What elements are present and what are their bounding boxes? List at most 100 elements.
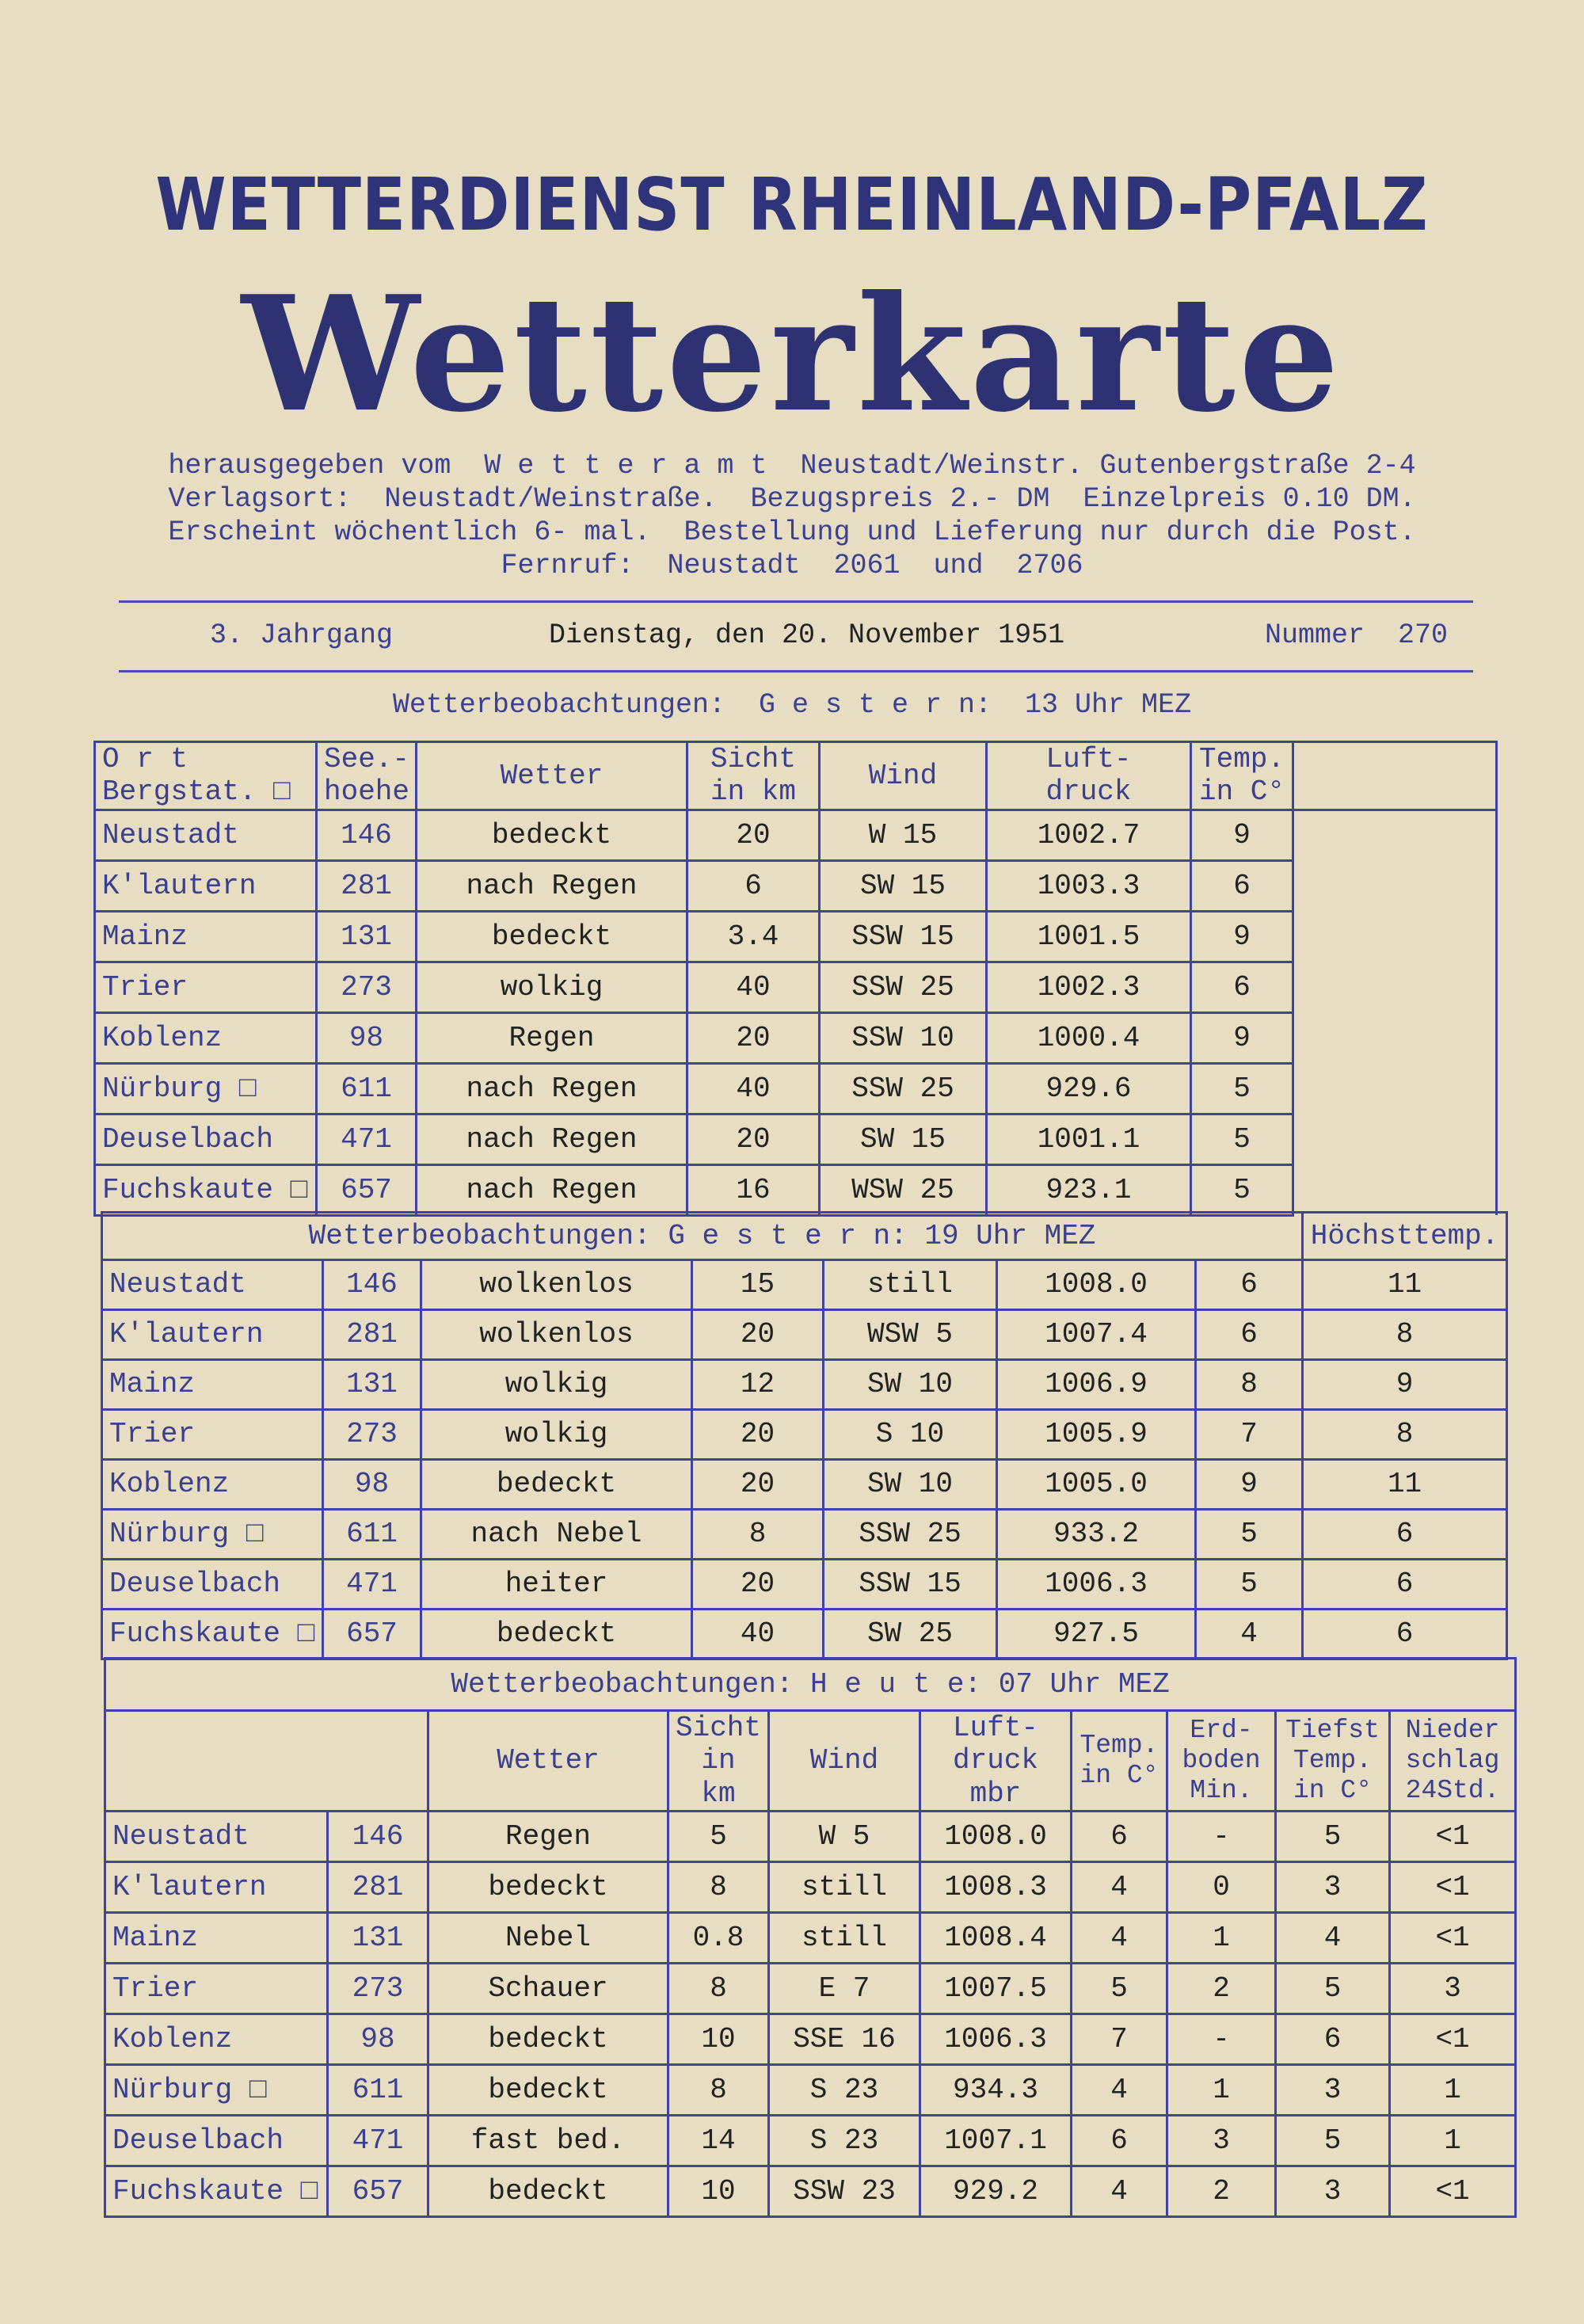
volume: 3. Jahrgang	[210, 619, 394, 651]
data-cell: SSW 23	[767, 2165, 921, 2219]
station-name: K'lautern	[101, 1309, 324, 1361]
data-cell: S 23	[767, 2114, 921, 2168]
data-cell: 5	[1190, 1061, 1294, 1115]
data-cell: 1007.4	[996, 1309, 1197, 1361]
data-cell: 20	[686, 1112, 821, 1166]
data-cell: 6	[1070, 2114, 1168, 2168]
data-cell: 9	[1190, 1011, 1294, 1065]
data-cell: 281	[315, 859, 417, 912]
data-cell: 98	[322, 1458, 422, 1511]
column-header	[104, 1709, 429, 1813]
data-cell: 9	[1301, 1358, 1509, 1411]
table-row: Mainz 131 bedeckt 3.4 SSW 15 1001.5 9	[93, 909, 1498, 963]
data-cell: 929.6	[985, 1061, 1192, 1115]
data-cell: 11	[1301, 1458, 1509, 1511]
data-cell: 6	[1301, 1508, 1509, 1560]
column-header: Nieder schlag 24Std.	[1388, 1709, 1517, 1813]
data-cell: 4	[1070, 1861, 1168, 1914]
data-cell: 273	[326, 1962, 429, 2016]
column-header: Luft- druck	[985, 741, 1192, 811]
data-cell: 10	[667, 2013, 770, 2067]
data-cell: SSW 25	[818, 1061, 988, 1115]
data-cell: 20	[691, 1408, 824, 1461]
info-line: Verlagsort: Neustadt/Weinstraße. Bezugsp…	[168, 483, 1416, 515]
table-row: Mainz 131 wolkig 12 SW 10 1006.9 8 9	[101, 1358, 1509, 1411]
data-cell: 10	[667, 2165, 770, 2219]
data-cell: 5	[1190, 1163, 1294, 1217]
table-row: Nürburg □ 611 nach Regen 40 SSW 25 929.6 5	[93, 1061, 1498, 1115]
data-cell: nach Regen	[415, 859, 688, 912]
observations-19h-table: Wetterbeobachtungen: G e s t e r n: 19 U…	[100, 1211, 1509, 1660]
data-cell: 9	[1190, 909, 1294, 963]
station-name: Fuchskaute □	[93, 1163, 318, 1217]
data-cell: Regen	[427, 1810, 669, 1864]
data-cell: 40	[686, 960, 821, 1014]
data-cell: -	[1166, 1810, 1277, 1864]
data-cell: -	[1166, 2013, 1277, 2067]
data-cell: 0	[1166, 1861, 1277, 1914]
data-cell: 131	[322, 1358, 422, 1411]
data-cell: still	[767, 1911, 921, 1965]
column-header: Tiefst Temp. in C°	[1274, 1709, 1391, 1813]
station-name: Fuchskaute □	[104, 2165, 329, 2219]
divider	[119, 600, 1473, 603]
data-cell: 5	[1070, 1962, 1168, 2016]
data-cell: <1	[1388, 1810, 1517, 1864]
data-cell: 4	[1070, 2063, 1168, 2117]
data-cell: 1001.5	[985, 909, 1192, 963]
column-header: Wetter	[415, 741, 688, 811]
data-cell: 471	[322, 1558, 422, 1610]
column-header: Wind	[767, 1709, 921, 1813]
station-name: Fuchskaute □	[101, 1608, 324, 1660]
table-row: Fuchskaute □ 657 nach Regen 16 WSW 25 923.1 5	[93, 1163, 1498, 1217]
data-cell: 3	[1166, 2114, 1277, 2168]
data-cell: SW 15	[818, 859, 988, 912]
data-cell: 1006.3	[996, 1558, 1197, 1610]
data-cell: <1	[1388, 2165, 1517, 2219]
column-header: Sicht in km	[667, 1709, 770, 1813]
table-row: Nürburg □ 611 bedeckt 8 S 23 934.3 4 1 3 1	[104, 2063, 1517, 2117]
data-cell: 6	[1301, 1558, 1509, 1610]
data-cell: 281	[326, 1861, 429, 1914]
data-cell: 11	[1301, 1259, 1509, 1311]
section-row: Wetterbeobachtungen: H e u t e: 07 Uhr M…	[103, 1657, 1517, 1712]
data-cell: 1002.3	[985, 960, 1192, 1014]
data-cell: 5	[667, 1810, 770, 1864]
data-cell: SW 10	[822, 1458, 998, 1511]
data-cell: 146	[322, 1259, 422, 1311]
station-name: Nürburg □	[93, 1061, 318, 1115]
data-cell: 40	[691, 1608, 824, 1660]
station-name: Neustadt	[104, 1810, 329, 1864]
station-name: Mainz	[93, 909, 318, 963]
section-title: Wetterbeobachtungen: G e s t e r n: 19 U…	[100, 1211, 1304, 1261]
table-row: Nürburg □ 611 nach Nebel 8 SSW 25 933.2 5 6	[101, 1508, 1509, 1560]
station-name: K'lautern	[93, 859, 318, 912]
data-cell: heiter	[420, 1558, 693, 1610]
data-cell: WSW 25	[818, 1163, 988, 1217]
station-name: Deuselbach	[101, 1558, 324, 1610]
data-cell: 6	[1190, 960, 1294, 1014]
data-cell: 611	[322, 1508, 422, 1560]
data-cell: 934.3	[919, 2063, 1072, 2117]
column-header	[1292, 741, 1498, 811]
data-cell: 471	[326, 2114, 429, 2168]
data-cell: 273	[315, 960, 417, 1014]
table: O r t Bergstat. □ See.- hoehe Wetter Sicht …	[93, 741, 1498, 1217]
data-cell: 929.2	[919, 2165, 1072, 2219]
station-name: Neustadt	[93, 808, 318, 862]
table-row: Koblenz 98 bedeckt 20 SW 10 1005.0 9 11	[101, 1458, 1509, 1511]
table-row: Deuselbach 471 fast bed. 14 S 23 1007.1 6 3 5 1	[104, 2114, 1517, 2168]
data-cell: 5	[1274, 1962, 1391, 2016]
data-cell: 1008.3	[919, 1861, 1072, 1914]
data-cell: bedeckt	[420, 1608, 693, 1660]
data-cell: 3.4	[686, 909, 821, 963]
data-cell: SW 10	[822, 1358, 998, 1411]
info-line: Fernruf: Neustadt 2061 und 2706	[501, 550, 1083, 581]
data-cell: wolkig	[420, 1408, 693, 1461]
data-cell: 1006.9	[996, 1358, 1197, 1411]
table-row: K'lautern 281 wolkenlos 20 WSW 5 1007.4 6 8	[101, 1309, 1509, 1361]
data-cell: nach Nebel	[420, 1508, 693, 1560]
data-cell: 4	[1274, 1911, 1391, 1965]
data-cell: WSW 5	[822, 1309, 998, 1361]
data-cell: 657	[322, 1608, 422, 1660]
